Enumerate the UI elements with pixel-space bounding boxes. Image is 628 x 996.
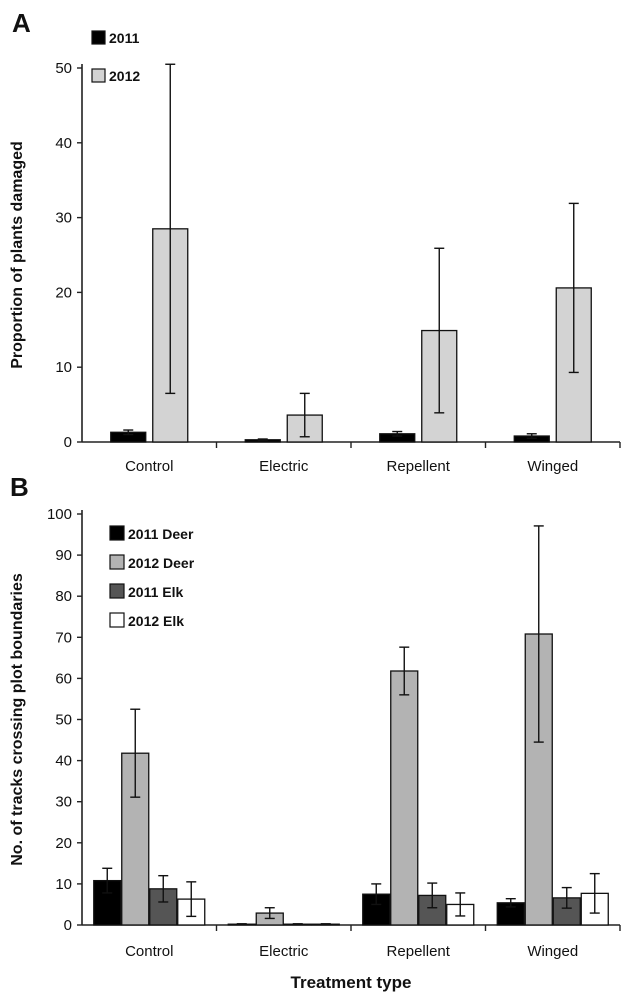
panel-a-legend-label: 2011 (109, 30, 140, 46)
panel-a-y-tick-label: 50 (55, 60, 72, 77)
panel-b-category-label: Control (125, 943, 173, 960)
panel-b-legend-swatch (109, 525, 125, 541)
panel-a-legend-swatch (91, 30, 106, 45)
panel-a-y-tick-label: 40 (55, 135, 72, 152)
panel-a-category-label: Electric (259, 458, 309, 475)
panel-a-y-tick-label: 20 (55, 284, 72, 301)
panel-a-y-tick-label: 30 (55, 210, 72, 227)
panel-b-y-tick-label: 80 (55, 588, 72, 605)
panel-a-legend-swatch (91, 68, 106, 83)
panel-b-y-tick-label: 40 (55, 753, 72, 770)
panel-b-y-tick-label: 60 (55, 670, 72, 687)
panel-a-y-tick-label: 0 (64, 434, 72, 451)
panel-b-y-tick-label: 20 (55, 835, 72, 852)
panel-a-legend-label: 2012 (109, 68, 140, 84)
panel-b-y-tick-label: 30 (55, 794, 72, 811)
panel-b-legend-swatch (109, 583, 125, 599)
panel-b-category-label: Electric (259, 943, 309, 960)
panel-b-legend-swatch (109, 612, 125, 628)
panel-b-legend-swatch (109, 554, 125, 570)
panel-b-y-tick-label: 50 (55, 712, 72, 729)
panel-b-y-tick-label: 100 (47, 506, 72, 523)
panel-a-category-label: Winged (527, 458, 578, 475)
panel-b-y-tick-label: 0 (64, 917, 72, 934)
panel-b-legend-label: 2011 Elk (128, 584, 183, 600)
panel-b-y-tick-label: 70 (55, 629, 72, 646)
panel-b-category-label: Winged (527, 943, 578, 960)
panel-a-category-label: Control (125, 458, 173, 475)
panel-b-legend-label: 2012 Elk (128, 613, 184, 629)
panel-b-legend-label: 2011 Deer (128, 526, 194, 542)
panel-a-category-label: Repellent (387, 458, 451, 475)
panel-b-y-axis-title: No. of tracks crossing plot boundaries (9, 573, 26, 866)
panel-b-x-axis-title: Treatment type (291, 973, 412, 992)
panel-b-bar (390, 670, 419, 926)
panel-b-category-label: Repellent (387, 943, 451, 960)
panel-a-y-tick-label: 10 (55, 359, 72, 376)
panel-b-legend-label: 2012 Deer (128, 555, 195, 571)
panel-b-y-tick-label: 90 (55, 547, 72, 564)
panel-b-y-tick-label: 10 (55, 876, 72, 893)
panel-a-y-axis-title: Proportion of plants damaged (9, 141, 26, 369)
panel-a-letter: A (12, 8, 31, 38)
panel-b-letter: B (10, 472, 29, 502)
